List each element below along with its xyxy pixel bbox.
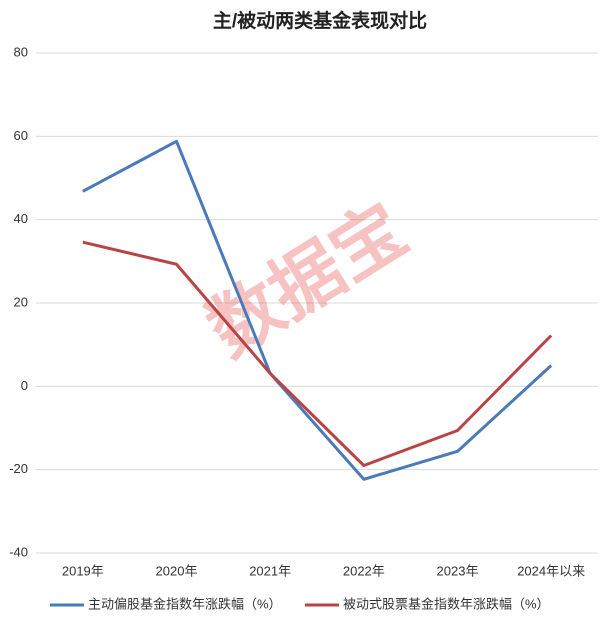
legend-label: 被动式股票基金指数年涨跌幅（%） <box>343 596 550 611</box>
y-tick-label: 60 <box>14 128 28 143</box>
y-tick-label: 0 <box>21 378 28 393</box>
x-tick-label: 2022年 <box>343 563 385 578</box>
y-tick-label: 80 <box>14 44 28 59</box>
x-tick-label: 2021年 <box>249 563 291 578</box>
y-tick-label: 40 <box>14 211 28 226</box>
watermark: 数据宝 <box>195 190 421 372</box>
y-tick-label: -20 <box>9 461 28 476</box>
x-tick-label: 2023年 <box>437 563 479 578</box>
x-tick-label: 2024年以来 <box>517 563 585 578</box>
series-line <box>82 240 553 467</box>
series-line <box>82 139 553 481</box>
x-tick-label: 2020年 <box>156 563 198 578</box>
x-tick-label: 2019年 <box>62 563 104 578</box>
y-tick-label: -40 <box>9 544 28 559</box>
y-tick-label: 20 <box>14 294 28 309</box>
chart-title: 主/被动两类基金表现对比 <box>213 9 427 32</box>
legend-label: 主动偏股基金指数年涨跌幅（%） <box>88 596 282 611</box>
